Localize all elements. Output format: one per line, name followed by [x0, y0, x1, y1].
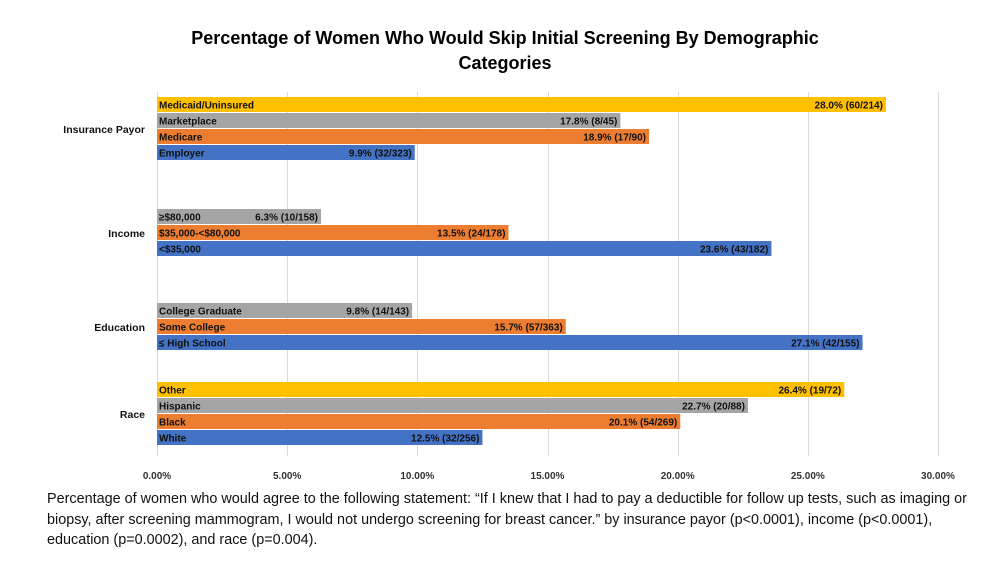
labels: Insurance Payor Medicaid/Uninsured 28.0% (…	[63, 101, 883, 445]
data-label: 15.7% (57/363)	[494, 323, 562, 334]
bar-label: Medicaid/Uninsured	[159, 101, 254, 112]
data-label: 27.1% (42/155)	[791, 339, 859, 350]
data-label: 9.9% (32/323)	[349, 149, 412, 160]
data-label: 26.4% (19/72)	[778, 386, 841, 397]
bar	[157, 414, 681, 429]
bar-label: College Graduate	[159, 307, 242, 318]
data-label: 20.1% (54/269)	[609, 418, 677, 429]
category-label: Insurance Payor	[63, 124, 145, 136]
figure-caption: Percentage of women who would agree to t…	[47, 491, 967, 548]
data-label: 9.8% (14/143)	[346, 307, 409, 318]
bar-label: <$35,000	[159, 245, 201, 256]
bar-label: Other	[159, 386, 186, 397]
x-tick-label: 20.00%	[661, 471, 695, 482]
bar-label: White	[159, 434, 187, 445]
bar	[157, 209, 322, 224]
bar-label: Black	[159, 418, 186, 429]
x-tick-label: 5.00%	[273, 471, 301, 482]
category-label: Income	[108, 228, 145, 240]
x-tick-label: 25.00%	[791, 471, 825, 482]
x-tick-label: 15.00%	[531, 471, 565, 482]
bar	[157, 303, 413, 318]
data-label: 6.3% (10/158)	[255, 213, 318, 224]
bar	[157, 113, 621, 128]
x-tick-label: 10.00%	[400, 471, 434, 482]
bar	[157, 241, 772, 256]
bar	[157, 129, 650, 144]
bar-label: $35,000-<$80,000	[159, 229, 241, 240]
x-tick-label: 30.00%	[921, 471, 955, 482]
bar	[157, 398, 748, 413]
bar-label: Hispanic	[159, 402, 201, 413]
chart-title: Percentage of Women Who Would Skip Initi…	[0, 26, 1000, 76]
data-label: 28.0% (60/214)	[815, 101, 883, 112]
bar-label: Employer	[159, 149, 205, 160]
category-label: Education	[94, 322, 145, 334]
bar-label: ≤ High School	[159, 339, 226, 350]
bars	[157, 97, 886, 445]
bar-label: ≥$80,000	[159, 213, 201, 224]
bar	[157, 382, 845, 397]
bar	[157, 145, 415, 160]
data-label: 12.5% (32/256)	[411, 434, 479, 445]
chart-title-line-2: Categories	[458, 53, 552, 73]
bar	[157, 430, 483, 445]
data-label: 13.5% (24/178)	[437, 229, 505, 240]
data-label: 22.7% (20/88)	[682, 402, 745, 413]
category-label: Race	[120, 409, 145, 421]
bar-label: Medicare	[159, 133, 203, 144]
bar	[157, 319, 566, 334]
bar	[157, 225, 509, 240]
data-label: 18.9% (17/90)	[583, 133, 646, 144]
bar-label: Marketplace	[159, 117, 217, 128]
data-label: 23.6% (43/182)	[700, 245, 768, 256]
x-axis: 0.00% 5.00% 10.00% 15.00% 20.00% 25.00% 30.00%	[143, 471, 955, 482]
bar	[157, 335, 863, 350]
bar-chart: Insurance Payor Medicaid/Uninsured 28.0% (…	[63, 92, 955, 482]
x-tick-label: 0.00%	[143, 471, 171, 482]
bar	[157, 97, 886, 112]
bar-label: Some College	[159, 323, 226, 334]
data-label: 17.8% (8/45)	[560, 117, 617, 128]
chart-title-line-1: Percentage of Women Who Would Skip Initi…	[191, 28, 819, 48]
